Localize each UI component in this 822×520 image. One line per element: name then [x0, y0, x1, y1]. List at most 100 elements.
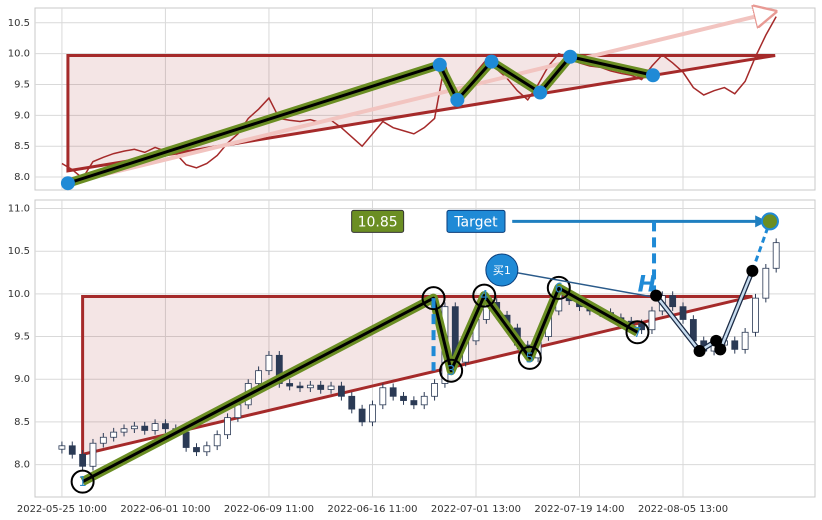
- pattern-label: 7: [633, 326, 641, 341]
- end-point: [760, 212, 779, 231]
- candle-body: [379, 387, 387, 406]
- x-tick-label: 2022-07-19 14:00: [534, 504, 624, 515]
- y-tick-label: 10.0: [8, 49, 30, 60]
- candle-body: [648, 310, 656, 331]
- y-tick-label: 8.5: [14, 141, 30, 152]
- pattern-point: [421, 286, 446, 311]
- candle-body: [224, 417, 231, 436]
- y-tick-label: 9.0: [14, 110, 30, 121]
- dot: [650, 289, 663, 302]
- candle-body: [58, 445, 66, 450]
- price-line: [61, 16, 777, 180]
- pattern-point: [450, 92, 465, 107]
- candle-body: [141, 425, 149, 431]
- target-box: [446, 209, 506, 233]
- y-tick-label: 10.5: [8, 18, 30, 29]
- pattern-point: [563, 49, 578, 64]
- candle-body: [162, 423, 169, 430]
- candle-body: [762, 267, 770, 299]
- pattern-point: [645, 68, 660, 83]
- candle-body: [358, 408, 366, 423]
- candle-body: [296, 385, 304, 389]
- dot: [714, 343, 727, 356]
- pattern-point: [546, 275, 571, 300]
- pattern-label: 1: [78, 475, 86, 490]
- target-label: Target: [453, 214, 498, 230]
- candle-body: [265, 354, 273, 372]
- candle-body: [338, 385, 345, 397]
- candle-body: [772, 242, 780, 269]
- candle-body: [410, 400, 418, 406]
- candle-body: [400, 395, 407, 401]
- dot: [693, 345, 706, 358]
- candle-body: [89, 442, 97, 467]
- candle-body: [638, 323, 646, 331]
- candle-body: [286, 383, 294, 387]
- y-tick-label: 11.0: [8, 204, 30, 215]
- y-tick-label: 9.0: [14, 374, 30, 385]
- pattern-point: [625, 320, 650, 345]
- pattern-point: [484, 54, 499, 69]
- candle-body: [99, 436, 107, 444]
- y-tick-label: 8.0: [14, 172, 30, 183]
- y-tick-label: 8.5: [14, 417, 30, 428]
- x-tick-label: 2022-06-09 11:00: [224, 504, 314, 515]
- trend-arrow: [67, 12, 775, 186]
- candle-body: [752, 297, 759, 333]
- candle-body: [68, 445, 76, 455]
- candle-body: [389, 387, 397, 397]
- candle-body: [79, 453, 87, 467]
- pattern-point: [517, 345, 542, 370]
- candle-body: [741, 331, 749, 350]
- candle-body: [431, 383, 438, 397]
- candle-body: [213, 434, 221, 447]
- buy-pointer: [501, 269, 651, 298]
- candle-body: [234, 404, 242, 419]
- pattern-label: 5: [526, 351, 534, 366]
- candle-body: [348, 395, 356, 410]
- x-tick-label: 2022-07-01 13:00: [431, 504, 521, 515]
- candle-body: [110, 431, 118, 438]
- y-tick-label: 10.0: [8, 289, 30, 300]
- y-tick-label: 10.5: [8, 246, 30, 257]
- x-tick-label: 2022-05-25 10:00: [17, 504, 107, 515]
- candle-body: [182, 431, 190, 448]
- candle-body: [679, 306, 687, 320]
- pattern-point: [472, 283, 497, 308]
- pattern-point: [60, 176, 75, 191]
- pattern-point: [70, 469, 95, 494]
- y-tick-label: 9.5: [14, 80, 30, 91]
- pattern-point: [439, 358, 464, 383]
- value-label: 10.85: [358, 214, 398, 230]
- candle-body: [193, 447, 200, 453]
- pattern-label: 6: [555, 281, 563, 296]
- candle-body: [120, 428, 128, 433]
- y-tick-label: 8.0: [14, 460, 30, 471]
- x-tick-label: 2022-06-01 10:00: [120, 504, 210, 515]
- value-box: [351, 209, 405, 233]
- candle-body: [317, 384, 325, 390]
- candle-body: [420, 395, 428, 406]
- dot: [746, 264, 759, 277]
- candle-body: [327, 385, 335, 390]
- candle-body: [203, 445, 211, 453]
- y-tick-label: 9.5: [14, 332, 30, 343]
- buy-marker: [485, 253, 519, 287]
- candle-body: [130, 425, 138, 430]
- x-tick-label: 2022-06-16 11:00: [327, 504, 417, 515]
- candle-body: [731, 340, 739, 350]
- candle-body: [669, 295, 677, 308]
- pattern-label: 4: [480, 289, 488, 304]
- candle-body: [151, 423, 159, 431]
- x-tick-label: 2022-08-05 13:00: [638, 504, 728, 515]
- pattern-point: [432, 57, 447, 72]
- h-label: H: [638, 272, 656, 297]
- candle-body: [255, 370, 262, 384]
- buy-label: 买1: [493, 264, 511, 277]
- pattern-point: [533, 85, 548, 100]
- candle-body: [306, 384, 314, 389]
- candle-body: [369, 404, 376, 423]
- triangle-pattern: [81, 294, 753, 457]
